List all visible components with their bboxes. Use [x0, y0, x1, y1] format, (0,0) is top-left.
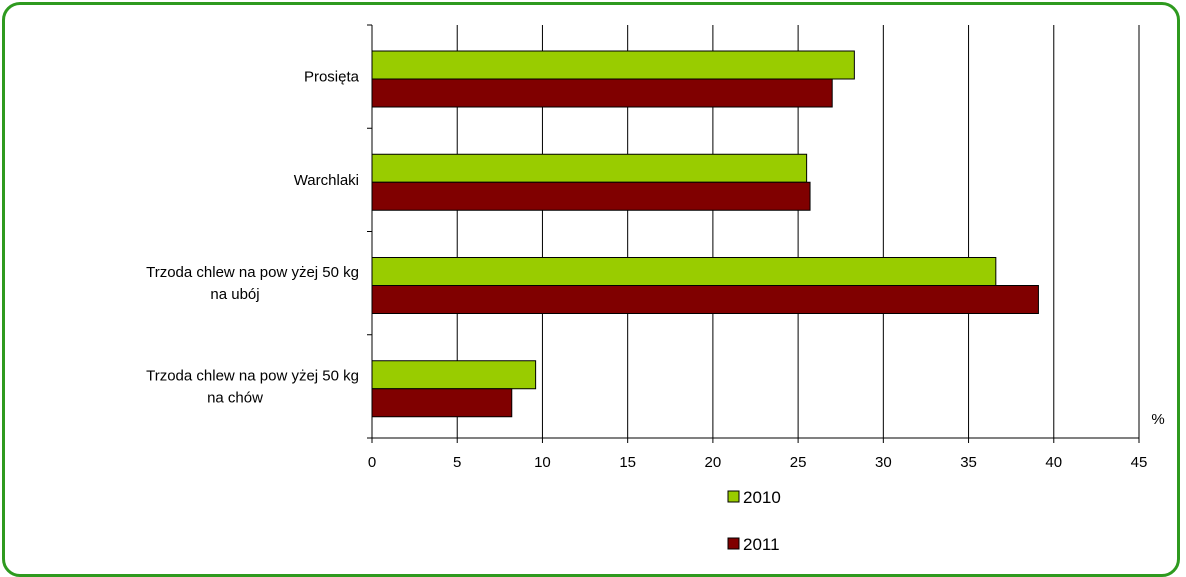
category-label: Prosięta — [304, 69, 360, 86]
legend-label-2010: 2010 — [743, 488, 781, 507]
category-label: na ubój — [210, 286, 259, 303]
bar-2011-1 — [371, 78, 833, 108]
bar-2010-1 — [371, 50, 855, 80]
legend-swatch-2011 — [727, 537, 740, 550]
bar-2011-3 — [371, 285, 1039, 314]
legend-swatch-2010 — [727, 490, 740, 503]
bar-2010-4 — [371, 360, 537, 390]
category-label: na chów — [207, 389, 263, 406]
x-tick-label: 30 — [875, 454, 892, 471]
x-tick-label: 45 — [1131, 454, 1148, 471]
x-tick-label: 40 — [1045, 454, 1062, 471]
category-label: Trzoda chlew na pow yżej 50 kg — [146, 367, 359, 384]
x-tick-label: 35 — [960, 454, 977, 471]
x-tick-label: 15 — [619, 454, 636, 471]
x-unit-label: % — [1151, 411, 1164, 428]
category-label: Warchlaki — [294, 172, 359, 189]
bar-2011-4 — [371, 388, 513, 418]
legend-label-2011: 2011 — [743, 535, 780, 554]
x-tick-label: 20 — [705, 454, 722, 471]
bar-2011-2 — [371, 181, 811, 211]
category-label: Trzoda chlew na pow yżej 50 kg — [146, 264, 359, 281]
x-tick-label: 10 — [534, 454, 551, 471]
x-tick-label: 5 — [453, 454, 461, 471]
x-tick-label: 0 — [368, 454, 376, 471]
bar-2010-3 — [371, 257, 997, 286]
x-tick-label: 25 — [790, 454, 807, 471]
bar-2010-2 — [371, 153, 808, 183]
bar-chart: 0 5 10 15 20 25 30 35 40 45% Prosięta Warchlaki Trzo… — [146, 24, 1165, 554]
